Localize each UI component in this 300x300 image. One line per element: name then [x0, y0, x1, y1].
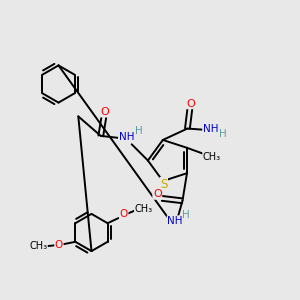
Text: NH: NH: [203, 124, 218, 134]
Text: H: H: [219, 129, 226, 139]
Text: H: H: [182, 210, 190, 220]
Text: NH: NH: [167, 216, 183, 226]
Text: O: O: [120, 209, 128, 219]
Text: S: S: [160, 178, 167, 190]
Text: H: H: [135, 126, 143, 136]
Text: O: O: [186, 99, 195, 109]
Text: O: O: [55, 240, 63, 250]
Text: NH: NH: [118, 132, 134, 142]
Text: CH₃: CH₃: [134, 204, 153, 214]
Text: O: O: [153, 189, 162, 199]
Text: CH₃: CH₃: [29, 241, 47, 251]
Text: CH₃: CH₃: [203, 152, 221, 162]
Text: O: O: [100, 107, 109, 117]
